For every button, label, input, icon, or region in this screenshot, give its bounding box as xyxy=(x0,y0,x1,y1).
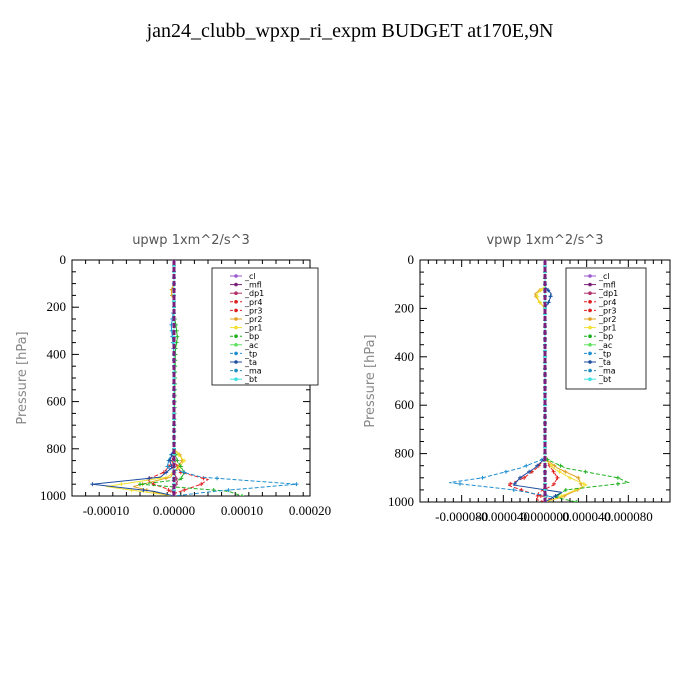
legend-marker xyxy=(588,274,592,278)
y-tick-label: 1000 xyxy=(40,488,66,503)
legend-label: _ma xyxy=(598,367,616,376)
y-tick-label: 800 xyxy=(395,446,415,461)
y-tick-label: 200 xyxy=(395,300,415,315)
legend-label: _cl xyxy=(244,272,256,281)
page-title: jan24_clubb_wpxp_ri_expm BUDGET at170E,9… xyxy=(146,20,554,42)
legend-label: _ta xyxy=(598,358,611,367)
chart-panel-2: vpwp 1xm^2/s^3 Pressure [hPa] 0 200 400 600 80… xyxy=(363,233,671,524)
legend-label: _dp1 xyxy=(244,289,264,298)
chart-panel-1: upwp 1xm^2/s^3 Pressure [hPa] 0 200 400 600 80… xyxy=(15,233,331,518)
legend-label: _pr1 xyxy=(598,324,616,333)
legend-marker xyxy=(588,334,592,339)
legend-label: _bt xyxy=(244,375,257,384)
legend-marker xyxy=(588,282,592,287)
y-tick-label: 0 xyxy=(60,252,67,267)
legend-label: _mfl xyxy=(244,281,262,290)
legend-label: _bp xyxy=(244,332,259,341)
legend-label: _ac xyxy=(598,341,612,350)
series-line-tp xyxy=(166,260,297,496)
y-axis-label: Pressure [hPa] xyxy=(15,331,30,424)
y-tick-label: 800 xyxy=(47,441,67,456)
chart-title: vpwp 1xm^2/s^3 xyxy=(486,233,603,248)
legend-marker xyxy=(588,291,592,296)
legend-marker xyxy=(234,317,238,321)
legend-label: _ma xyxy=(244,367,262,376)
series-line-pr1 xyxy=(105,260,185,496)
legend-marker xyxy=(234,308,238,313)
legend-label: _pr2 xyxy=(598,315,616,324)
y-tick-label: 200 xyxy=(47,299,67,314)
legend-marker xyxy=(588,325,592,330)
legend-marker xyxy=(234,351,238,356)
y-tick-label: 600 xyxy=(47,394,67,409)
series-line-tp xyxy=(449,260,555,502)
y-tick-label: 600 xyxy=(395,397,415,412)
legend-label: _tp xyxy=(598,349,611,358)
legend-label: _cl xyxy=(598,272,610,281)
x-tick-label: 0.00000 xyxy=(153,503,195,518)
legend-label: _tp xyxy=(244,349,257,358)
x-tick-label: -0.00010 xyxy=(83,503,130,518)
legend-box xyxy=(565,267,647,390)
x-tick-label: 0.00010 xyxy=(221,503,263,518)
x-tick-label: 0.000080 xyxy=(604,509,653,524)
legend-marker xyxy=(588,317,592,321)
x-tick-label: -0.000040 xyxy=(477,509,530,524)
legend-label: _bp xyxy=(598,332,613,341)
legend-marker xyxy=(234,343,238,347)
legend-marker xyxy=(588,377,592,382)
legend-marker xyxy=(588,351,592,356)
legend-label: _pr2 xyxy=(244,315,262,324)
legend-box xyxy=(211,267,319,386)
legend-label: _pr1 xyxy=(244,324,262,333)
legend-marker xyxy=(588,368,592,373)
legend-marker xyxy=(234,291,238,296)
series-line-pr1 xyxy=(536,260,588,502)
y-tick-label: 0 xyxy=(408,252,415,267)
legend-label: _pr3 xyxy=(244,306,262,315)
y-tick-label: 400 xyxy=(47,346,67,361)
legend-label: _pr4 xyxy=(244,298,262,307)
legend-label: _bt xyxy=(598,375,611,384)
legend-marker xyxy=(234,368,238,373)
legend-label: _mfl xyxy=(598,281,616,290)
y-axis-label: Pressure [hPa] xyxy=(363,334,378,427)
x-tick-label: 0.000040 xyxy=(562,509,611,524)
legend-marker xyxy=(234,325,238,330)
x-tick-label: 0.00020 xyxy=(289,503,331,518)
legend-marker xyxy=(588,300,592,304)
legend-marker xyxy=(234,334,238,339)
legend-marker xyxy=(234,360,238,364)
series-group xyxy=(449,260,631,502)
legend-marker xyxy=(234,300,238,304)
legend-marker xyxy=(234,377,238,382)
legend-label: _dp1 xyxy=(598,289,618,298)
series-line-ta xyxy=(92,260,175,496)
chart-title: upwp 1xm^2/s^3 xyxy=(132,233,250,248)
series-group xyxy=(90,260,299,496)
legend-marker xyxy=(588,308,592,313)
y-tick-label: 1000 xyxy=(388,494,414,509)
x-tick-label: -0.000080 xyxy=(435,509,488,524)
legend-marker xyxy=(234,274,238,278)
legend-marker xyxy=(234,282,238,287)
y-tick-label: 400 xyxy=(395,349,415,364)
series-line-ta xyxy=(512,260,564,502)
legend-label: _ac xyxy=(244,341,258,350)
legend: _cl_mfl_dp1_pr4_pr3_pr2_pr1_bp_ac_tp_ta_… xyxy=(565,267,647,390)
legend: _cl_mfl_dp1_pr4_pr3_pr2_pr1_bp_ac_tp_ta_… xyxy=(211,267,319,386)
x-tick-label: 0.000000 xyxy=(521,509,570,524)
legend-marker xyxy=(588,343,592,347)
legend-label: _pr4 xyxy=(598,298,616,307)
legend-label: _pr3 xyxy=(598,306,616,315)
legend-label: _ta xyxy=(244,358,257,367)
legend-marker xyxy=(588,360,592,364)
